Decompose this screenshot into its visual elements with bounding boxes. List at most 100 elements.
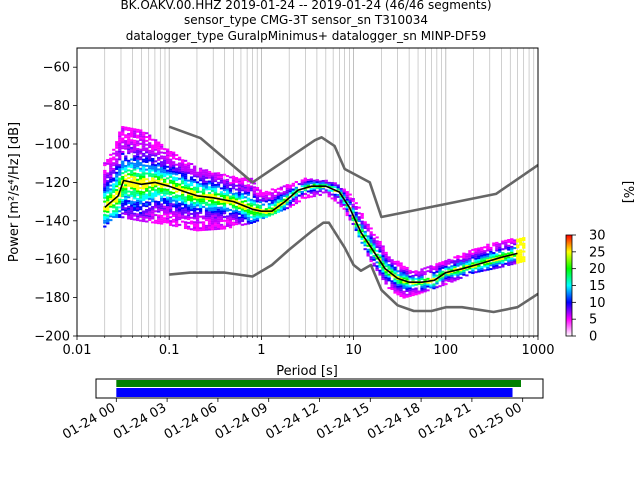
psd-density-cell bbox=[124, 170, 128, 173]
psd-density-cell bbox=[384, 271, 388, 274]
psd-density-cell bbox=[174, 215, 179, 218]
psd-density-cell bbox=[180, 166, 185, 169]
psd-density-cell bbox=[186, 204, 191, 207]
psd-density-cell bbox=[207, 218, 212, 221]
psd-density-cell bbox=[192, 202, 197, 205]
psd-density-cell bbox=[492, 255, 496, 258]
psd-density-cell bbox=[133, 191, 137, 194]
psd-density-cell bbox=[312, 181, 316, 184]
psd-density-cell bbox=[381, 253, 385, 256]
psd-density-cell bbox=[225, 182, 230, 185]
psd-density-cell bbox=[261, 211, 266, 214]
psd-density-cell bbox=[420, 285, 424, 288]
psd-density-cell bbox=[480, 256, 484, 259]
psd-density-cell bbox=[330, 184, 334, 187]
psd-density-cell bbox=[115, 191, 119, 193]
psd-density-cell bbox=[327, 185, 331, 188]
psd-density-cell bbox=[133, 195, 137, 198]
psd-density-cell bbox=[112, 152, 116, 155]
psd-density-cell bbox=[216, 174, 221, 177]
psd-density-cell bbox=[118, 173, 122, 176]
psd-density-cell bbox=[477, 270, 481, 273]
psd-density-cell bbox=[186, 185, 191, 188]
psd-density-cell bbox=[420, 287, 424, 290]
psd-density-cell bbox=[246, 186, 251, 189]
psd-density-cell bbox=[210, 211, 215, 214]
psd-density-cell bbox=[267, 208, 272, 211]
psd-density-cell bbox=[276, 208, 281, 211]
psd-density-cell bbox=[477, 247, 481, 250]
psd-density-cell bbox=[306, 182, 310, 185]
psd-density-cell bbox=[234, 219, 239, 222]
psd-density-cell bbox=[222, 192, 227, 195]
psd-density-cell bbox=[136, 136, 140, 139]
psd-density-cell bbox=[402, 290, 406, 293]
psd-density-cell bbox=[429, 269, 433, 272]
psd-density-cell bbox=[231, 183, 236, 186]
psd-density-cell bbox=[438, 279, 442, 282]
psd-density-cell bbox=[109, 180, 113, 183]
psd-density-cell bbox=[112, 162, 116, 165]
psd-density-cell bbox=[222, 185, 227, 188]
psd-density-cell bbox=[201, 184, 206, 187]
psd-density-cell bbox=[219, 212, 224, 215]
psd-density-cell bbox=[151, 188, 155, 191]
psd-density-cell bbox=[225, 217, 230, 220]
psd-density-cell bbox=[408, 289, 412, 292]
psd-density-cell bbox=[139, 192, 143, 195]
psd-density-cell bbox=[139, 196, 143, 199]
psd-density-cell bbox=[300, 179, 304, 182]
psd-density-cell bbox=[112, 158, 116, 161]
psd-density-cell bbox=[109, 178, 113, 181]
psd-density-cell bbox=[333, 184, 337, 187]
psd-density-cell bbox=[115, 215, 119, 218]
psd-density-cell bbox=[174, 182, 179, 185]
psd-density-cell bbox=[444, 265, 448, 268]
psd-density-cell bbox=[136, 174, 140, 177]
psd-density-cell bbox=[195, 198, 200, 201]
psd-density-cell bbox=[103, 214, 107, 217]
psd-density-cell bbox=[124, 147, 128, 150]
psd-density-cell bbox=[115, 177, 119, 180]
psd-density-cell bbox=[136, 167, 140, 170]
psd-density-cell bbox=[261, 199, 266, 202]
psd-density-cell bbox=[477, 251, 481, 254]
psd-density-cell bbox=[339, 187, 343, 190]
psd-density-cell bbox=[157, 191, 161, 194]
psd-density-cell bbox=[393, 283, 397, 286]
psd-density-cell bbox=[189, 170, 194, 173]
psd-density-cell bbox=[189, 201, 194, 204]
psd-density-cell bbox=[264, 198, 269, 201]
psd-density-cell bbox=[139, 163, 143, 166]
psd-density-cell bbox=[255, 217, 260, 220]
psd-density-cell bbox=[507, 246, 511, 249]
psd-density-cell bbox=[142, 168, 146, 171]
psd-density-cell bbox=[118, 164, 122, 167]
psd-density-cell bbox=[198, 169, 203, 172]
psd-density-cell bbox=[171, 176, 176, 179]
psd-density-cell bbox=[136, 180, 140, 183]
psd-density-cell bbox=[121, 204, 125, 207]
psd-density-cell bbox=[183, 179, 188, 182]
psd-density-cell bbox=[142, 147, 146, 150]
psd-density-cell bbox=[219, 181, 224, 184]
psd-density-cell bbox=[192, 173, 197, 176]
psd-density-cell bbox=[399, 295, 403, 298]
psd-density-cell bbox=[405, 295, 409, 298]
psd-density-cell bbox=[522, 244, 526, 247]
psd-density-cell bbox=[163, 180, 167, 183]
psd-density-cell bbox=[396, 262, 400, 265]
psd-density-cell bbox=[174, 177, 179, 180]
psd-density-cell bbox=[267, 214, 272, 217]
psd-density-cell bbox=[160, 164, 164, 167]
psd-density-cell bbox=[168, 168, 173, 171]
psd-density-cell bbox=[456, 255, 460, 258]
psd-density-cell bbox=[450, 261, 454, 264]
psd-density-cell bbox=[195, 200, 200, 203]
psd-density-cell bbox=[148, 151, 152, 154]
psd-density-cell bbox=[414, 274, 418, 277]
psd-density-cell bbox=[237, 187, 242, 190]
psd-density-cell bbox=[402, 277, 406, 280]
psd-density-cell bbox=[435, 270, 439, 273]
psd-density-cell bbox=[171, 163, 176, 166]
